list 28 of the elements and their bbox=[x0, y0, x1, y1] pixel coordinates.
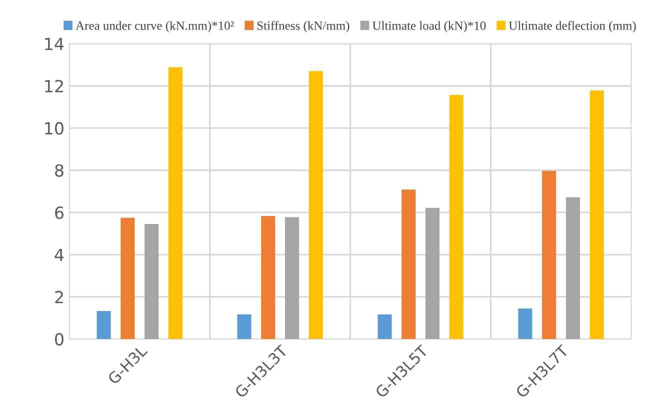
bar bbox=[425, 208, 440, 340]
y-tick-label: 12 bbox=[45, 80, 63, 92]
y-tick-label: 6 bbox=[55, 206, 64, 220]
y-tick-label: 0 bbox=[55, 333, 64, 346]
y-tick-label: 4 bbox=[54, 248, 64, 261]
bar bbox=[261, 216, 276, 340]
bar bbox=[542, 170, 556, 340]
legend-label: Ultimate deflection (mm) bbox=[508, 20, 636, 32]
legend-label: Area under curve (kN.mm)*10² bbox=[76, 21, 234, 32]
bar bbox=[378, 314, 392, 340]
bar bbox=[518, 308, 532, 340]
bar bbox=[168, 67, 182, 340]
bar bbox=[402, 190, 416, 340]
y-tick-label: 8 bbox=[55, 164, 64, 177]
y-tick-label: 2 bbox=[55, 290, 63, 304]
y-tick-label: 14 bbox=[45, 38, 64, 50]
legend-label: Stiffness (kN/mm) bbox=[257, 20, 350, 32]
bar bbox=[237, 314, 252, 340]
bar bbox=[120, 218, 135, 340]
y-tick-label: 10 bbox=[45, 122, 64, 135]
bar bbox=[96, 310, 111, 340]
bar bbox=[590, 90, 604, 340]
bar bbox=[144, 224, 159, 340]
bar bbox=[308, 71, 323, 340]
legend-label: Ultimate load (kN)*10 bbox=[372, 21, 486, 32]
bar bbox=[449, 94, 464, 340]
bar bbox=[285, 217, 300, 340]
bar bbox=[566, 197, 580, 340]
